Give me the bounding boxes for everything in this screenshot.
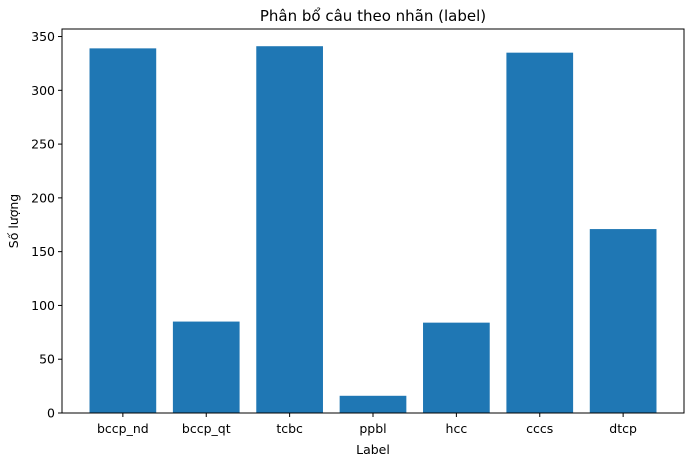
y-axis: 0 50 100 150 200 250 300 350 <box>31 29 62 420</box>
y-tick-label: 300 <box>31 83 55 98</box>
bar-bccp-nd <box>90 48 157 413</box>
bar-ppbl <box>340 396 407 413</box>
y-tick-label: 350 <box>31 29 55 44</box>
y-tick-label: 100 <box>31 298 55 313</box>
y-tick-label: 200 <box>31 190 55 205</box>
x-tick-label: hcc <box>446 421 468 436</box>
x-axis: bccp_nd bccp_qt tcbc ppbl hcc cccs dtcp <box>97 413 637 436</box>
x-tick-label: bccp_qt <box>182 421 231 436</box>
bar-hcc <box>423 323 490 413</box>
x-tick-label: cccs <box>526 421 553 436</box>
chart-title: Phân bổ câu theo nhãn (label) <box>260 7 486 25</box>
bar-dtcp <box>590 229 657 413</box>
x-tick-label: tcbc <box>276 421 303 436</box>
y-tick-label: 0 <box>47 406 55 421</box>
bar-cccs <box>506 53 573 413</box>
bar-tcbc <box>256 46 323 413</box>
x-tick-label: ppbl <box>359 421 386 436</box>
x-tick-label: bccp_nd <box>97 421 149 436</box>
y-axis-title: Số lượng <box>6 194 21 248</box>
bars-group <box>90 46 657 413</box>
y-tick-label: 250 <box>31 137 55 152</box>
y-tick-label: 50 <box>39 352 55 367</box>
y-tick-label: 150 <box>31 244 55 259</box>
x-tick-label: dtcp <box>609 421 637 436</box>
x-axis-title: Label <box>356 442 390 457</box>
bar-bccp-qt <box>173 322 240 413</box>
